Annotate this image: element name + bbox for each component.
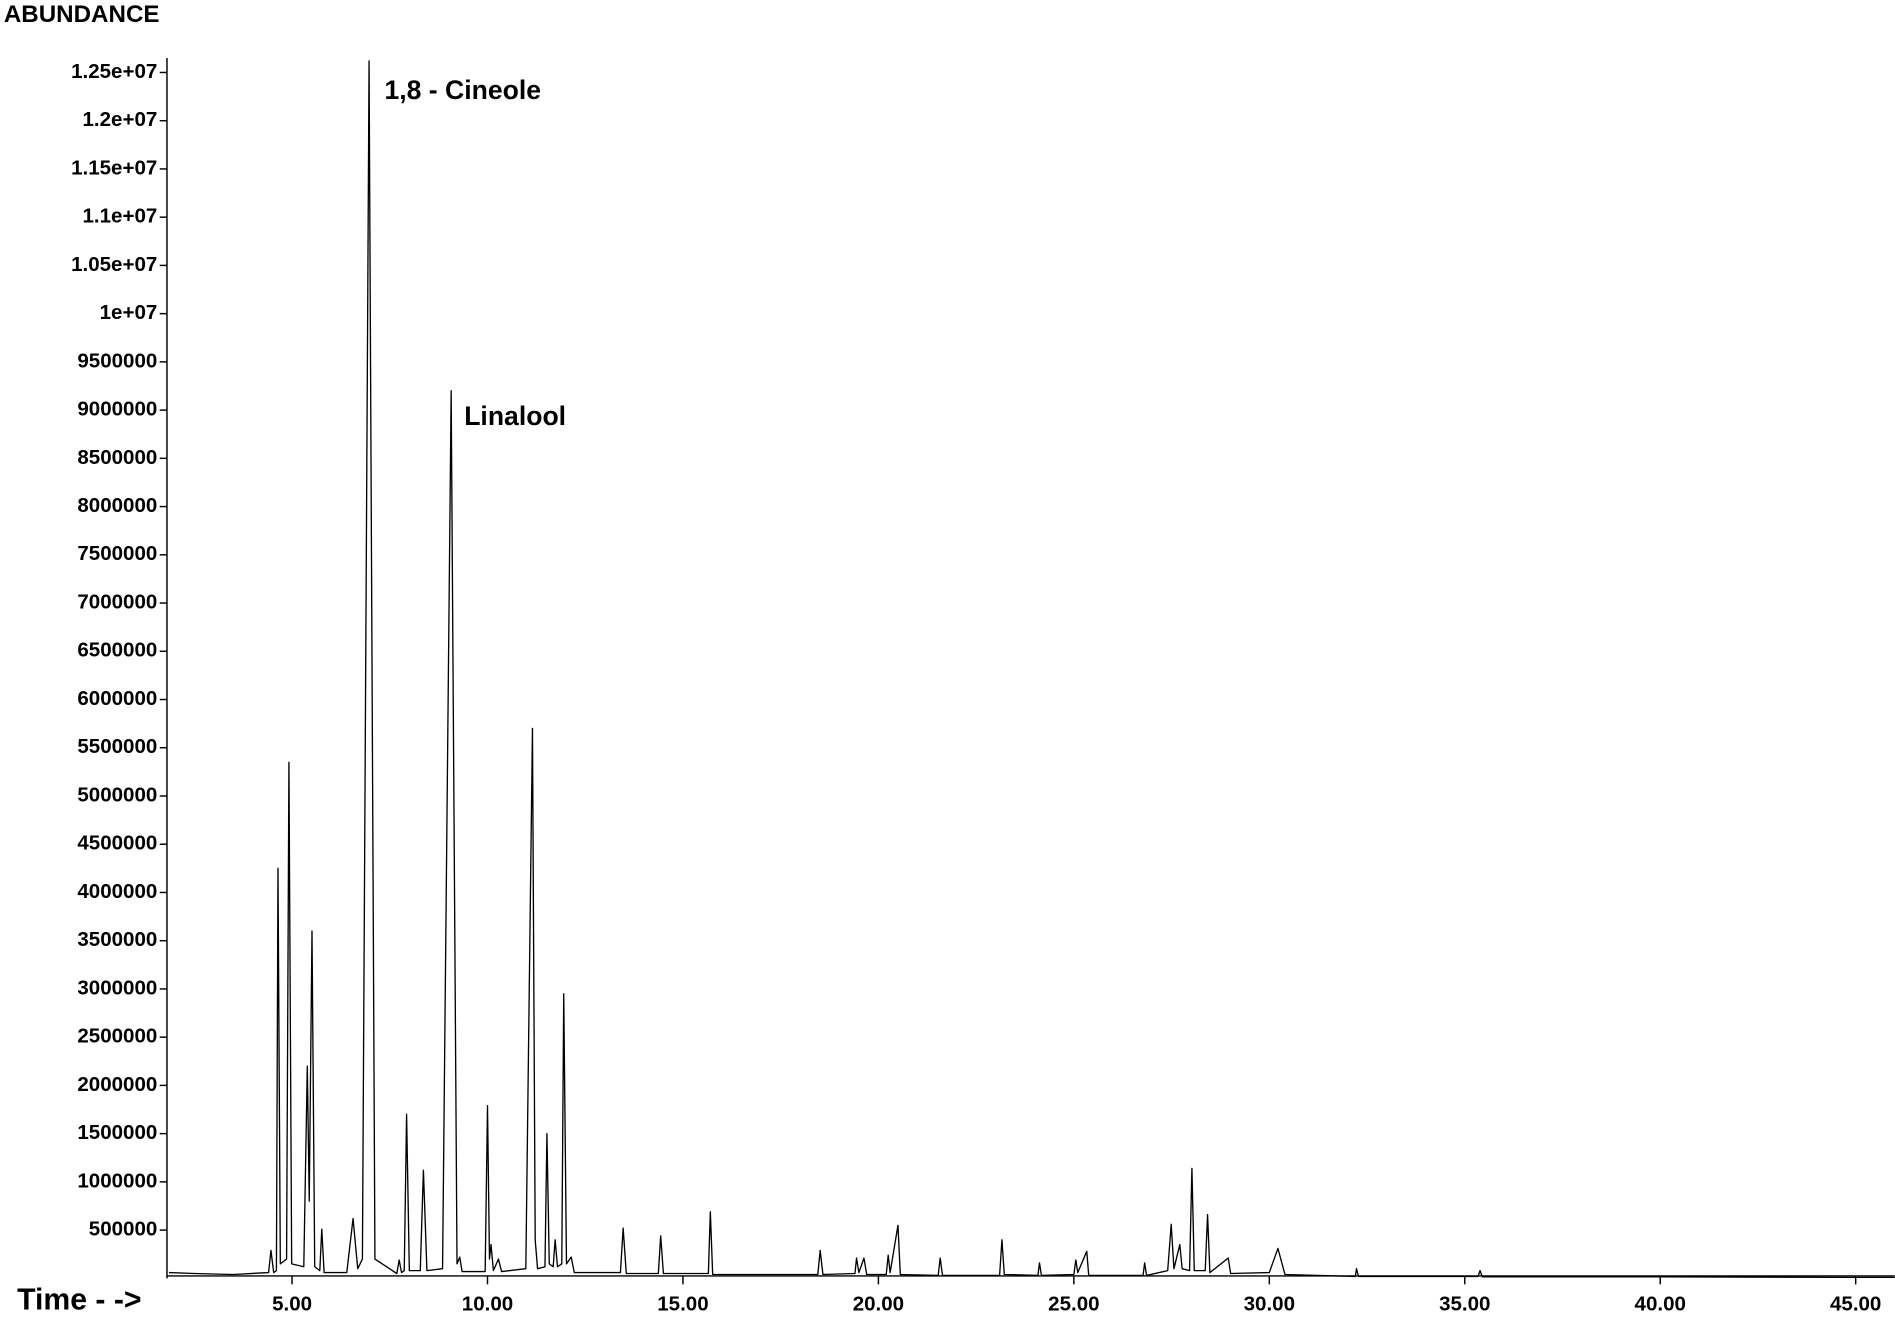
y-axis-title: ABUNDANCE <box>4 1 160 28</box>
x-tick-label: 25.00 <box>1048 1292 1099 1315</box>
y-tick-label: 1500000 <box>77 1121 157 1144</box>
y-tick-label: 8500000 <box>77 446 157 469</box>
y-tick-label: 7000000 <box>77 590 157 613</box>
y-tick-label: 500000 <box>89 1218 158 1241</box>
y-tick-label: 1.25e+07 <box>71 60 157 83</box>
chromatogram-line <box>168 60 1895 1279</box>
y-tick-label: 6000000 <box>77 687 157 710</box>
y-tick-label: 2000000 <box>77 1073 157 1096</box>
y-tick-label: 3000000 <box>77 976 157 999</box>
y-tick-label: 1000000 <box>77 1169 157 1192</box>
x-tick-label: 40.00 <box>1635 1292 1686 1315</box>
y-tick-label: 1.1e+07 <box>83 205 158 228</box>
x-tick-label: 10.00 <box>462 1292 513 1315</box>
y-tick-label: 4000000 <box>77 880 157 903</box>
y-tick-label: 6500000 <box>77 639 157 662</box>
x-tick-label: 35.00 <box>1439 1292 1490 1315</box>
y-tick-label: 1.15e+07 <box>71 156 157 179</box>
y-tick-label: 1.2e+07 <box>83 108 158 131</box>
x-tick-label: 15.00 <box>657 1292 708 1315</box>
y-tick-label: 9500000 <box>77 349 157 372</box>
y-tick-label: 2500000 <box>77 1025 157 1048</box>
y-tick-label: 3500000 <box>77 928 157 951</box>
x-tick-label: 30.00 <box>1244 1292 1295 1315</box>
y-tick-label: 5000000 <box>77 783 157 806</box>
y-tick-label: 5500000 <box>77 735 157 758</box>
y-tick-label: 7500000 <box>77 542 157 565</box>
y-tick-label: 4500000 <box>77 832 157 855</box>
x-tick-label: 5.00 <box>272 1292 312 1315</box>
x-tick-label: 20.00 <box>853 1292 904 1315</box>
y-tick-label: 1.05e+07 <box>71 253 157 276</box>
y-tick-label: 8000000 <box>77 494 157 517</box>
x-axis-title: Time - -> <box>17 1283 141 1316</box>
x-tick-label: 45.00 <box>1830 1292 1881 1315</box>
y-tick-label: 9000000 <box>77 398 157 421</box>
peak-annotation: Linalool <box>464 401 566 431</box>
peak-annotation: 1,8 - Cineole <box>384 75 541 105</box>
y-tick-label: 1e+07 <box>100 301 158 324</box>
